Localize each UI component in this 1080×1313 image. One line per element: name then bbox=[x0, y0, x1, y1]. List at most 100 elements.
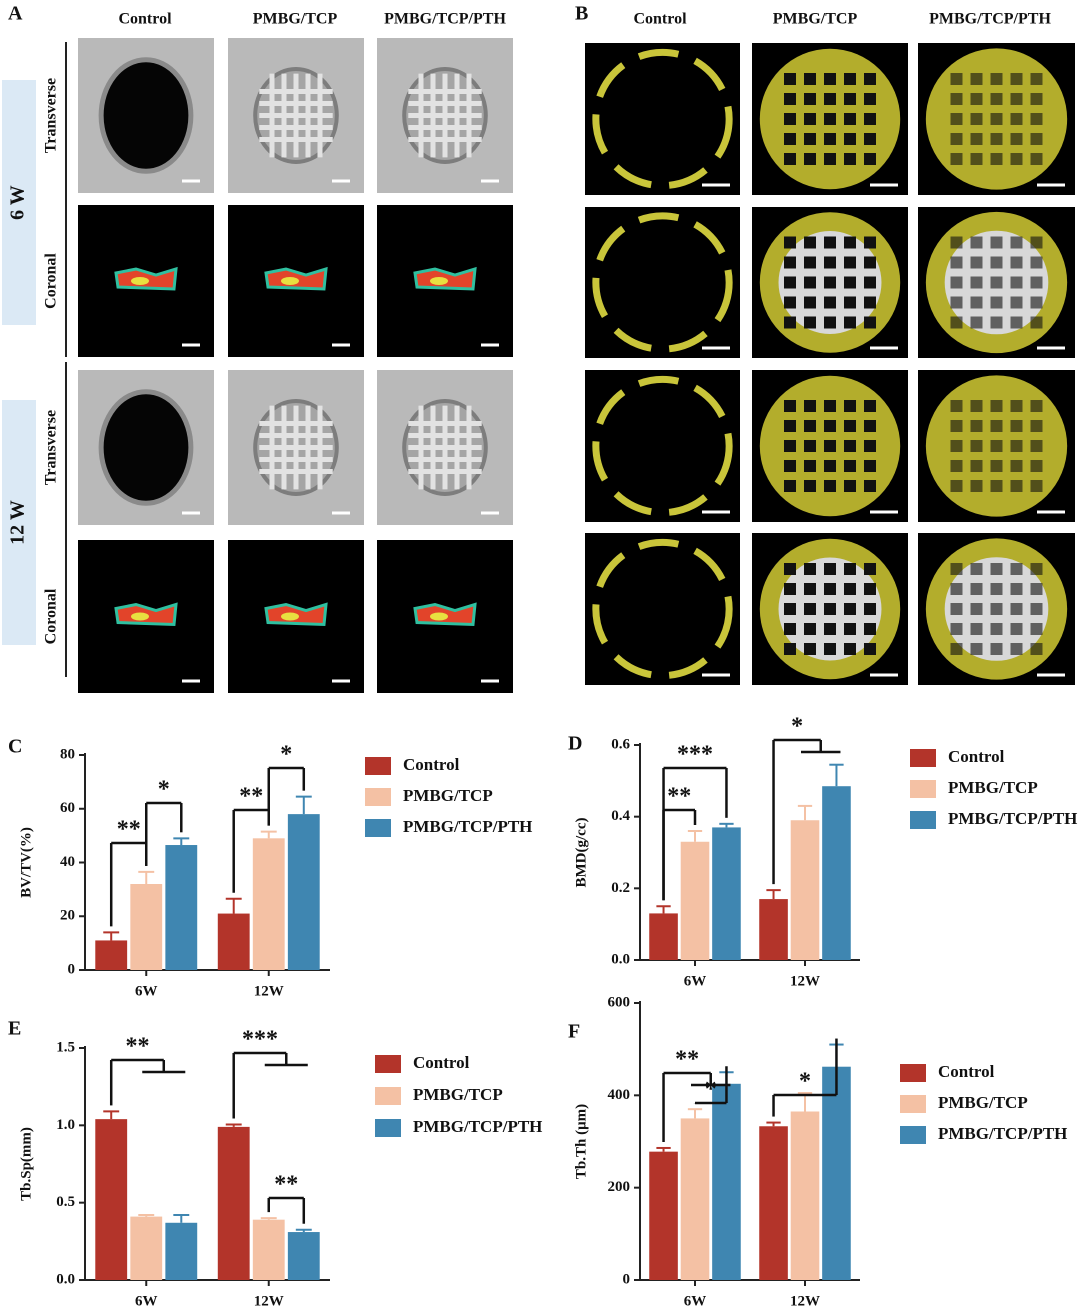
row-label: Transverse bbox=[43, 410, 60, 485]
legend-label: Control bbox=[938, 1062, 995, 1081]
bar bbox=[165, 845, 198, 970]
pore bbox=[784, 296, 796, 309]
pore bbox=[864, 400, 876, 412]
pore bbox=[804, 643, 816, 655]
pore bbox=[990, 583, 1003, 595]
pore bbox=[864, 113, 876, 125]
legend-swatch bbox=[365, 757, 391, 775]
pore bbox=[990, 400, 1003, 412]
pore bbox=[864, 480, 876, 492]
pore bbox=[824, 153, 836, 165]
pore bbox=[1030, 603, 1043, 615]
column-header: Control bbox=[633, 11, 687, 28]
coronal-spot bbox=[281, 277, 299, 285]
pore bbox=[950, 563, 963, 575]
error-bar bbox=[225, 897, 242, 914]
pore bbox=[990, 460, 1003, 472]
pore bbox=[990, 643, 1003, 655]
significance: * bbox=[799, 1069, 811, 1095]
pore bbox=[970, 133, 983, 145]
pore bbox=[1030, 113, 1043, 125]
pore bbox=[844, 623, 856, 635]
pore bbox=[950, 460, 963, 472]
pore bbox=[804, 93, 816, 105]
pore bbox=[950, 420, 963, 432]
pore bbox=[804, 316, 816, 329]
column-header: PMBG/TCP/PTH bbox=[384, 11, 506, 28]
column-header: Control bbox=[118, 11, 172, 28]
bar bbox=[252, 1219, 285, 1280]
error-bar bbox=[766, 1121, 781, 1127]
pore bbox=[824, 256, 836, 269]
pore bbox=[990, 256, 1003, 269]
pore bbox=[970, 400, 983, 412]
pore bbox=[824, 316, 836, 329]
bar bbox=[649, 913, 678, 960]
panel-label: E bbox=[8, 1018, 21, 1040]
legend-swatch bbox=[365, 788, 391, 806]
pore bbox=[950, 603, 963, 615]
significance: * bbox=[158, 777, 170, 803]
pore bbox=[970, 583, 983, 595]
significance: ** bbox=[675, 1047, 699, 1073]
pore bbox=[970, 460, 983, 472]
pore bbox=[970, 316, 983, 329]
y-tick-label: 0.6 bbox=[611, 736, 630, 752]
legend-label: Control bbox=[413, 1053, 470, 1072]
error-bar bbox=[173, 837, 190, 846]
pore bbox=[824, 400, 836, 412]
legend-swatch bbox=[910, 811, 936, 829]
pore bbox=[1010, 153, 1023, 165]
pore bbox=[844, 420, 856, 432]
pore bbox=[950, 133, 963, 145]
pore bbox=[824, 73, 836, 85]
bar bbox=[680, 1118, 710, 1280]
pore bbox=[950, 583, 963, 595]
pore bbox=[990, 113, 1003, 125]
bar bbox=[252, 838, 285, 970]
pore bbox=[1030, 316, 1043, 329]
x-tick-label: 6W bbox=[135, 983, 158, 999]
pore bbox=[864, 296, 876, 309]
bone-ring bbox=[592, 48, 733, 190]
column-header: PMBG/TCP bbox=[773, 11, 858, 28]
legend-label: PMBG/TCP bbox=[403, 786, 493, 805]
pore bbox=[784, 440, 796, 452]
pore bbox=[950, 73, 963, 85]
coronal-spot bbox=[430, 277, 448, 285]
pore bbox=[844, 460, 856, 472]
pore bbox=[1030, 133, 1043, 145]
pore bbox=[844, 236, 856, 249]
pore bbox=[1030, 420, 1043, 432]
pore bbox=[864, 73, 876, 85]
pore bbox=[864, 316, 876, 329]
pore bbox=[990, 296, 1003, 309]
group-label: 12 W bbox=[7, 500, 29, 545]
pore bbox=[804, 420, 816, 432]
error-bar bbox=[687, 1108, 703, 1119]
pore bbox=[1030, 623, 1043, 635]
pore bbox=[824, 420, 836, 432]
pore bbox=[804, 603, 816, 615]
legend-swatch bbox=[900, 1126, 926, 1144]
defect bbox=[98, 389, 194, 506]
pore bbox=[844, 563, 856, 575]
pore bbox=[864, 563, 876, 575]
coronal-spot bbox=[131, 612, 149, 621]
y-tick-label: 20 bbox=[60, 908, 75, 924]
pore bbox=[950, 400, 963, 412]
pore bbox=[950, 480, 963, 492]
legend-swatch bbox=[375, 1055, 401, 1073]
pore bbox=[864, 460, 876, 472]
y-tick-label: 0 bbox=[68, 961, 76, 977]
pore bbox=[1030, 400, 1043, 412]
bar bbox=[130, 1216, 163, 1280]
pore bbox=[804, 480, 816, 492]
error-bar bbox=[687, 830, 703, 842]
pore bbox=[1010, 276, 1023, 289]
pore bbox=[970, 603, 983, 615]
error-bar bbox=[766, 889, 781, 900]
pore bbox=[824, 133, 836, 145]
pore bbox=[804, 73, 816, 85]
